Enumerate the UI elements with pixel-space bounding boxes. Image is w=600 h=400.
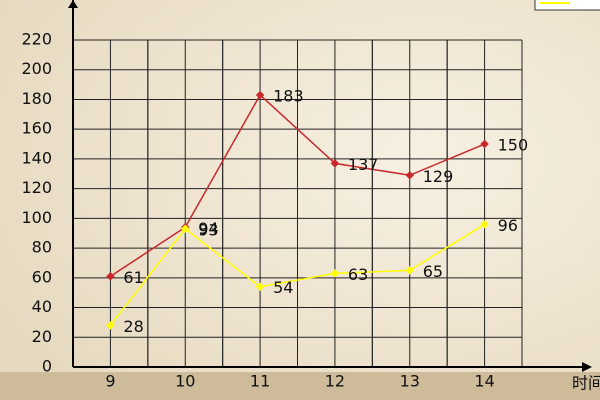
data-label: 63 [348, 265, 368, 284]
y-tick-label: 140 [21, 148, 52, 167]
point [330, 159, 340, 168]
point [330, 269, 340, 278]
x-tick-label: 13 [400, 372, 420, 391]
data-label: 137 [348, 155, 379, 174]
x-tick-label: 12 [325, 372, 345, 391]
y-tick-label: 200 [21, 59, 52, 78]
point [106, 321, 115, 330]
y-tick-label: 20 [32, 327, 52, 346]
data-label: 150 [498, 136, 529, 155]
point [255, 90, 265, 100]
y-tick-label: 160 [21, 119, 52, 138]
y-tick-label: 0 [42, 357, 52, 376]
point [405, 266, 414, 275]
y-tick-label: 80 [32, 238, 52, 257]
x-tick-label: 11 [250, 372, 270, 391]
legend-box [534, 0, 600, 11]
point [255, 282, 265, 291]
data-label: 28 [123, 317, 143, 336]
point [480, 220, 489, 229]
y-tick-label: 60 [32, 267, 52, 286]
y-axis-arrow [68, 0, 78, 8]
x-axis-label: 时间 [572, 374, 600, 393]
x-tick-label: 14 [474, 372, 494, 391]
y-tick-label: 100 [21, 208, 52, 227]
y-tick-label: 220 [21, 30, 52, 49]
series-line [110, 93, 485, 277]
data-label: 93 [198, 220, 218, 239]
y-tick-label: 120 [21, 178, 52, 197]
y-tick-label: 180 [21, 89, 52, 108]
decor-band [0, 372, 600, 400]
x-tick-label: 10 [175, 372, 195, 391]
data-label: 94 [198, 219, 218, 238]
data-label: 65 [423, 262, 443, 281]
data-label: 54 [273, 278, 293, 297]
point [181, 224, 190, 234]
data-label: 183 [273, 86, 304, 105]
point [405, 171, 414, 180]
point [480, 139, 489, 149]
data-label: 129 [423, 167, 454, 186]
x-tick-label: 9 [105, 372, 115, 391]
data-label: 61 [123, 268, 143, 287]
point [106, 272, 115, 281]
data-label: 96 [498, 216, 518, 235]
x-axis-arrow [582, 362, 592, 372]
series-line [109, 223, 485, 326]
y-tick-label: 40 [32, 297, 52, 316]
